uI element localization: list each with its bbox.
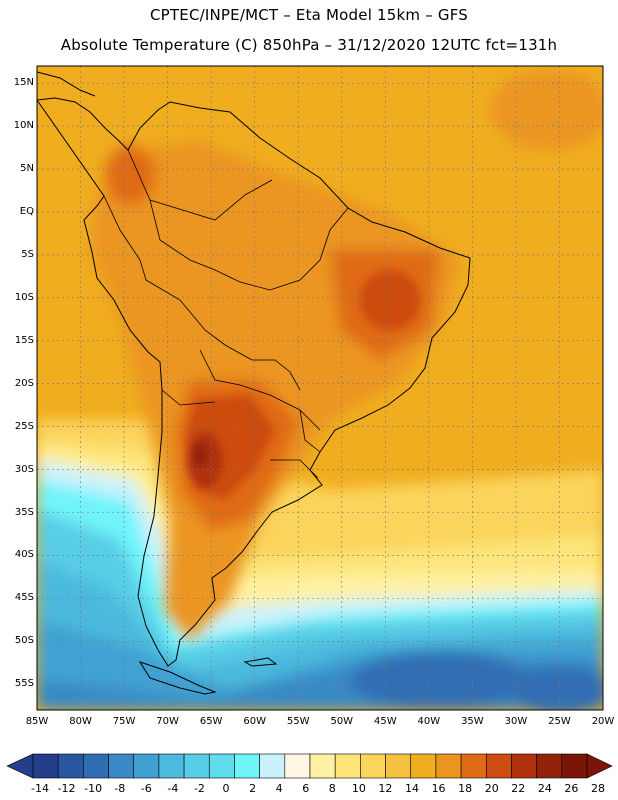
- colorbar-label: -12: [52, 782, 82, 795]
- colorbar-swatch: [209, 754, 234, 778]
- latitude-label: EQ: [4, 206, 34, 218]
- longitude-label: 80W: [61, 716, 101, 727]
- colorbar-label: 10: [344, 782, 374, 795]
- colorbar-swatch: [335, 754, 360, 778]
- colorbar-label: -14: [25, 782, 55, 795]
- latitude-label: 50S: [4, 635, 34, 647]
- longitude-label: 70W: [148, 716, 188, 727]
- colorbar-swatch: [234, 754, 259, 778]
- longitude-label: 50W: [322, 716, 362, 727]
- colorbar-label: 2: [238, 782, 268, 795]
- latitude-label: 30S: [4, 464, 34, 476]
- latitude-label: 15S: [4, 335, 34, 347]
- colorbar-swatch: [436, 754, 461, 778]
- colorbar-swatch: [537, 754, 562, 778]
- longitude-label: 65W: [191, 716, 231, 727]
- longitude-label: 85W: [17, 716, 57, 727]
- latitude-label: 15N: [4, 77, 34, 89]
- colorbar-swatch: [511, 754, 536, 778]
- colorbar-label: 20: [477, 782, 507, 795]
- colorbar-swatch: [260, 754, 285, 778]
- latitude-label: 20S: [4, 378, 34, 390]
- colorbar-label: 26: [556, 782, 586, 795]
- colorbar-under-arrow: [7, 754, 33, 778]
- colorbar-label: -2: [184, 782, 214, 795]
- colorbar-swatch: [134, 754, 159, 778]
- latitude-label: 10N: [4, 120, 34, 132]
- colorbar-label: -6: [131, 782, 161, 795]
- colorbar-swatch: [411, 754, 436, 778]
- colorbar-swatch: [33, 754, 58, 778]
- temperature-map: [0, 0, 618, 800]
- colorbar-label: -4: [158, 782, 188, 795]
- colorbar-swatch: [159, 754, 184, 778]
- latitude-label: 45S: [4, 592, 34, 604]
- longitude-label: 20W: [583, 716, 618, 727]
- colorbar-label: 6: [291, 782, 321, 795]
- colorbar: [7, 754, 612, 778]
- colorbar-label: 28: [583, 782, 613, 795]
- latitude-label: 40S: [4, 549, 34, 561]
- colorbar-label: -8: [105, 782, 135, 795]
- colorbar-label: 22: [503, 782, 533, 795]
- colorbar-swatch: [184, 754, 209, 778]
- colorbar-over-arrow: [587, 754, 612, 778]
- colorbar-label: 14: [397, 782, 427, 795]
- latitude-label: 10S: [4, 292, 34, 304]
- colorbar-label: -10: [78, 782, 108, 795]
- longitude-label: 45W: [365, 716, 405, 727]
- longitude-label: 60W: [235, 716, 275, 727]
- colorbar-swatch: [461, 754, 486, 778]
- colorbar-label: 8: [317, 782, 347, 795]
- colorbar-label: 16: [424, 782, 454, 795]
- latitude-label: 25S: [4, 421, 34, 433]
- longitude-label: 25W: [539, 716, 579, 727]
- colorbar-label: 0: [211, 782, 241, 795]
- latitude-label: 5N: [4, 163, 34, 175]
- latitude-label: 5S: [4, 249, 34, 261]
- latitude-label: 55S: [4, 678, 34, 690]
- colorbar-swatch: [58, 754, 83, 778]
- longitude-label: 75W: [104, 716, 144, 727]
- latitude-label: 35S: [4, 507, 34, 519]
- temperature-field: [37, 66, 610, 715]
- colorbar-label: 12: [370, 782, 400, 795]
- colorbar-label: 4: [264, 782, 294, 795]
- colorbar-swatch: [360, 754, 385, 778]
- colorbar-swatch: [109, 754, 134, 778]
- colorbar-swatch: [83, 754, 108, 778]
- colorbar-swatch: [486, 754, 511, 778]
- colorbar-label: 24: [530, 782, 560, 795]
- colorbar-label: 18: [450, 782, 480, 795]
- colorbar-swatch: [562, 754, 587, 778]
- longitude-label: 55W: [278, 716, 318, 727]
- colorbar-swatch: [310, 754, 335, 778]
- longitude-label: 35W: [452, 716, 492, 727]
- colorbar-swatch: [386, 754, 411, 778]
- colorbar-swatch: [285, 754, 310, 778]
- longitude-label: 40W: [409, 716, 449, 727]
- longitude-label: 30W: [496, 716, 536, 727]
